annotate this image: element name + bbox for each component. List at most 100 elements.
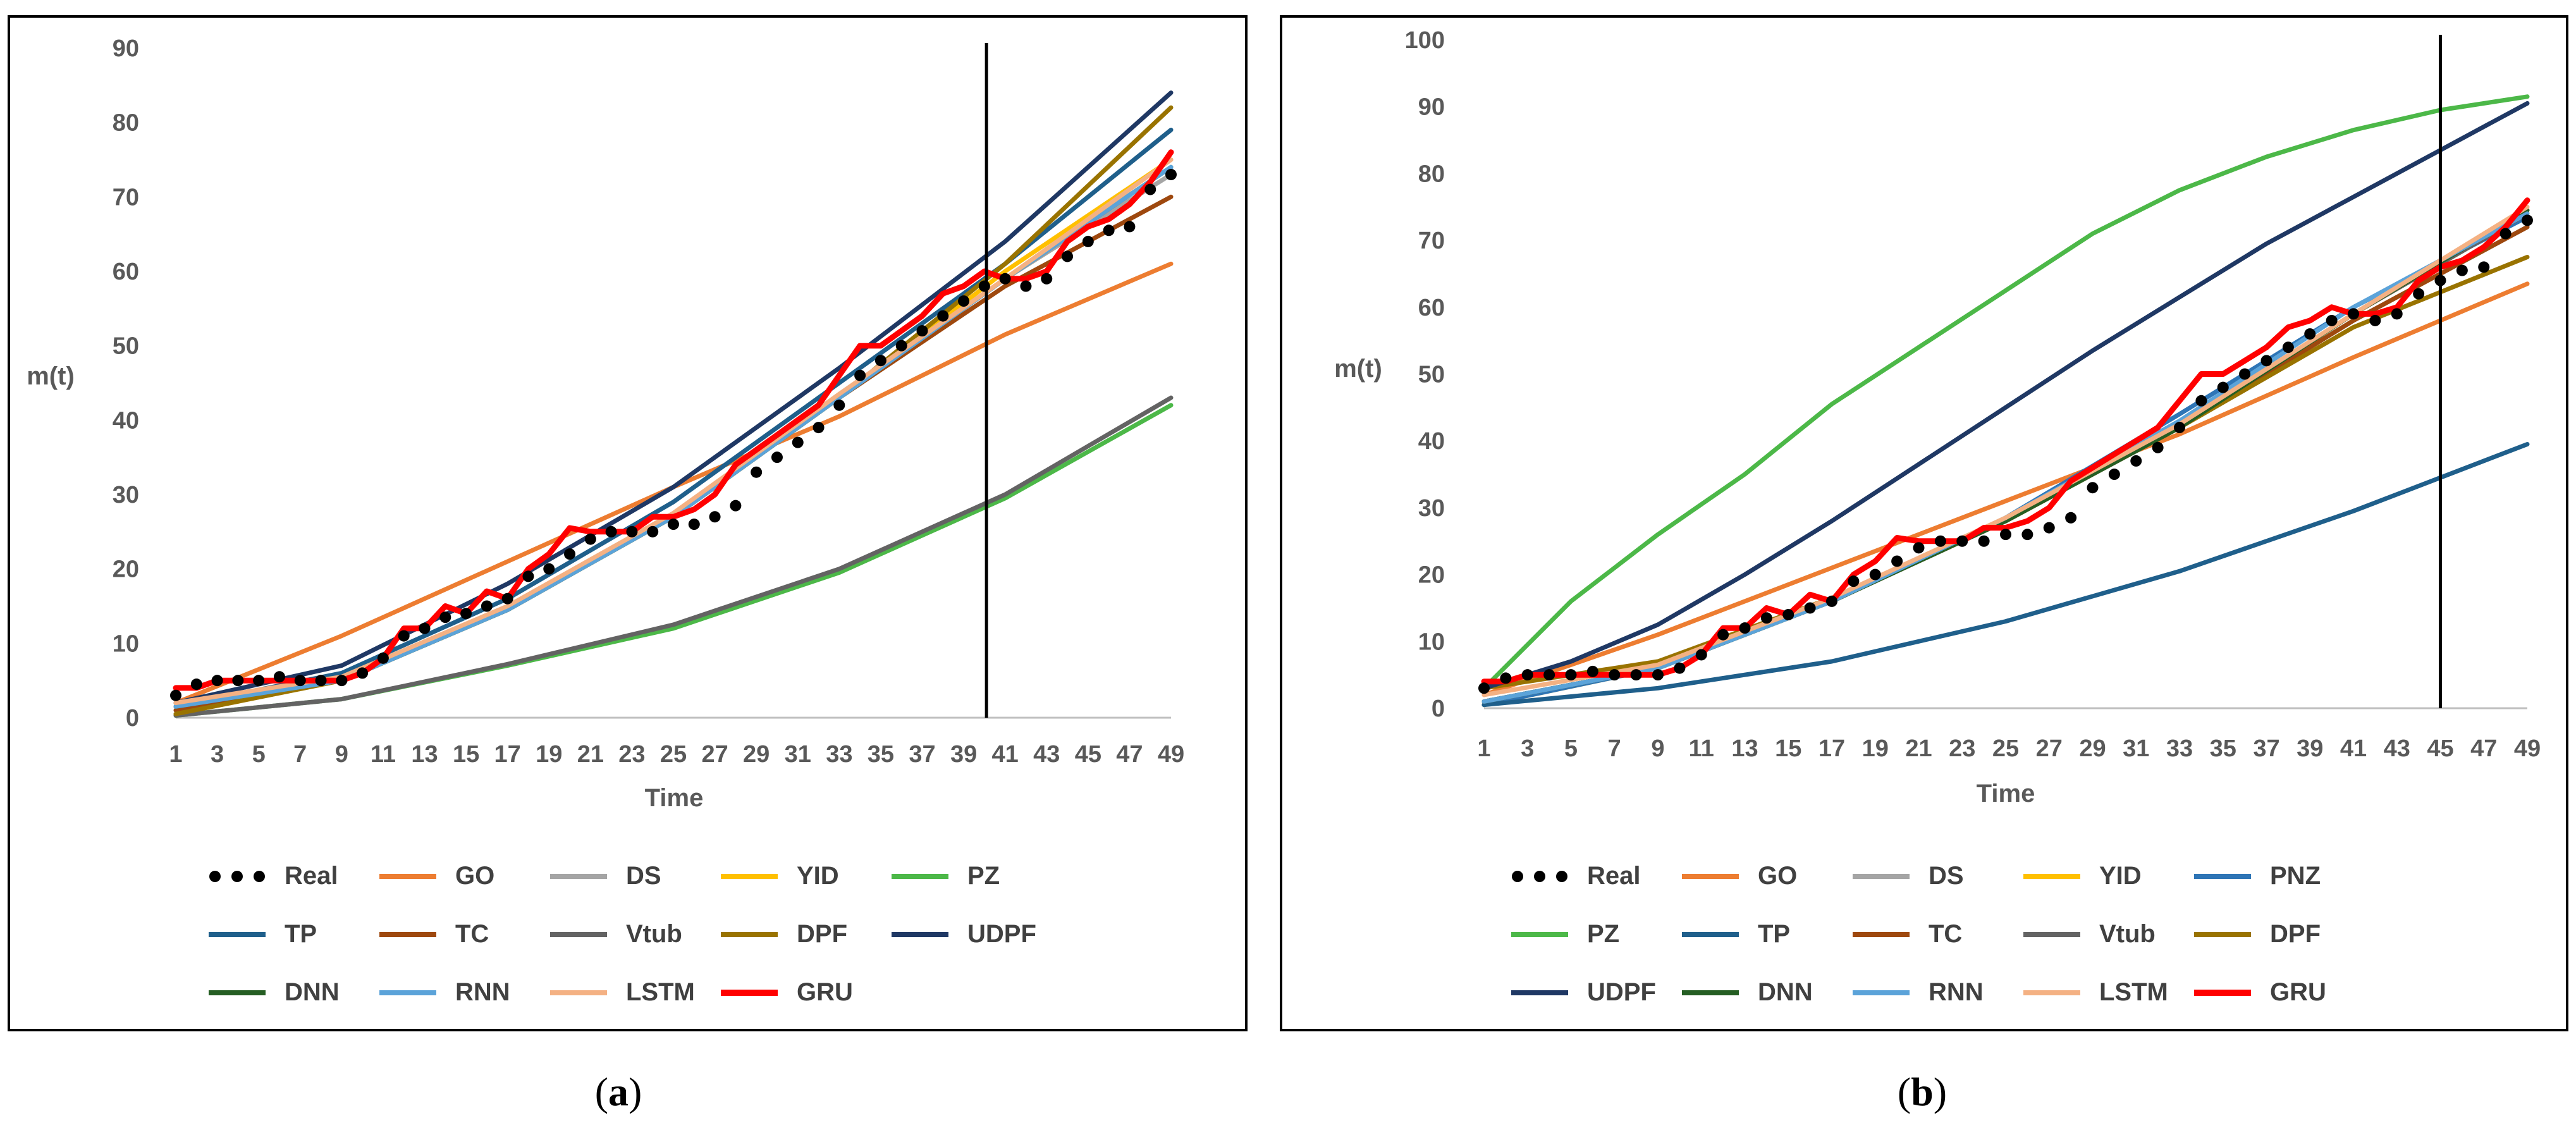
real-data-point-a — [1144, 183, 1156, 195]
legend-label-dpf-a: DPF — [797, 920, 847, 948]
y-axis-title-a: m(t) — [27, 362, 75, 390]
y-tick-label-b: 80 — [1418, 161, 1445, 187]
y-tick-label-b: 10 — [1418, 629, 1445, 655]
real-data-point-a — [439, 611, 451, 623]
real-data-point-a — [874, 355, 886, 367]
real-data-point-b — [2522, 214, 2533, 226]
legend-label-vtub-a: Vtub — [626, 920, 682, 948]
real-data-point-b — [2217, 381, 2229, 393]
x-tick-label-b: 35 — [2210, 735, 2236, 762]
real-data-point-b — [1978, 535, 1990, 547]
real-data-point-a — [916, 325, 928, 337]
real-data-point-a — [895, 340, 907, 352]
caption-b-open: ( — [1898, 1069, 1911, 1114]
real-data-point-a — [377, 652, 389, 664]
real-data-point-a — [170, 689, 181, 701]
real-data-point-a — [398, 630, 410, 642]
real-data-point-b — [2043, 522, 2055, 534]
real-data-point-b — [1782, 609, 1794, 621]
legend-marker-real-a — [231, 871, 243, 882]
real-data-point-a — [647, 525, 659, 537]
legend-label-dnn-a: DNN — [285, 978, 340, 1006]
x-tick-label-b: 31 — [2123, 735, 2149, 762]
real-data-point-a — [419, 622, 431, 634]
x-tick-label-a: 31 — [785, 741, 811, 768]
legend-label-gru-a: GRU — [797, 978, 853, 1006]
real-data-point-a — [501, 593, 513, 605]
real-data-point-b — [1674, 662, 1686, 674]
legend-label-tc-a: TC — [455, 920, 489, 948]
legend-marker-real-a — [254, 871, 265, 882]
y-tick-label-a: 50 — [113, 333, 139, 360]
real-data-point-a — [771, 451, 783, 464]
series-line-tp-b — [1481, 442, 2530, 708]
x-tick-label-a: 5 — [252, 741, 266, 768]
x-tick-label-b: 27 — [2036, 735, 2063, 762]
x-tick-label-a: 1 — [169, 741, 182, 768]
x-tick-label-a: 45 — [1075, 741, 1101, 768]
x-tick-label-b: 37 — [2253, 735, 2279, 762]
series-line-pz-b — [1481, 94, 2530, 691]
real-data-point-b — [1804, 602, 1816, 614]
x-tick-label-b: 41 — [2340, 735, 2367, 762]
panel-b-frame — [1280, 15, 2568, 1031]
y-tick-label-a: 30 — [113, 482, 139, 508]
real-data-point-b — [2499, 228, 2512, 240]
real-data-point-b — [1891, 555, 1903, 567]
y-tick-label-a: 80 — [113, 110, 139, 137]
real-data-point-b — [1695, 649, 1707, 661]
real-data-point-a — [522, 570, 534, 582]
y-tick-label-a: 0 — [126, 705, 139, 732]
y-tick-label-a: 60 — [113, 259, 139, 285]
legend-marker-real-b — [1512, 871, 1523, 882]
real-data-point-b — [2478, 261, 2490, 273]
real-data-point-b — [2000, 529, 2011, 541]
x-axis-title-b: Time — [1977, 780, 2035, 808]
real-data-point-b — [1760, 612, 1772, 624]
x-tick-label-a: 49 — [1158, 741, 1184, 768]
caption-a-letter: a — [608, 1069, 629, 1114]
y-tick-label-b: 60 — [1418, 295, 1445, 321]
real-data-point-b — [2282, 341, 2294, 353]
series-line-udpf-b — [1481, 101, 2530, 691]
real-data-point-b — [1609, 669, 1621, 681]
real-data-point-a — [709, 511, 721, 523]
real-data-point-a — [751, 466, 763, 478]
legend-label-real-b: Real — [1587, 862, 1641, 890]
real-data-point-a — [730, 500, 742, 512]
real-data-point-b — [2195, 395, 2207, 407]
real-data-point-b — [1739, 622, 1751, 634]
legend-label-lstm-a: LSTM — [626, 978, 695, 1006]
x-tick-label-a: 25 — [660, 741, 687, 768]
x-axis-title-a: Time — [645, 784, 704, 812]
real-data-point-a — [294, 675, 306, 687]
x-tick-label-b: 49 — [2514, 735, 2541, 762]
x-tick-label-b: 17 — [1819, 735, 1845, 762]
x-tick-label-a: 23 — [618, 741, 645, 768]
real-data-point-b — [1934, 535, 1946, 547]
caption-a-close: ) — [629, 1069, 642, 1114]
y-tick-label-a: 20 — [113, 556, 139, 583]
real-data-point-b — [2065, 512, 2077, 524]
x-tick-label-a: 19 — [536, 741, 562, 768]
x-tick-label-b: 15 — [1775, 735, 1801, 762]
legend-a: Real GO DS YID PZ TP TC Vtub DPF UDPF DNN RNN LSTM GR… — [209, 862, 1036, 1006]
real-data-point-a — [605, 525, 617, 537]
real-data-point-a — [813, 422, 825, 434]
caption-b-letter: b — [1911, 1069, 1934, 1114]
legend-label-yid-b: YID — [2099, 862, 2142, 890]
x-tick-label-b: 3 — [1521, 735, 1534, 762]
real-data-point-b — [1478, 682, 1490, 694]
caption-a-open: ( — [595, 1069, 608, 1114]
legend-label-ds-b: DS — [1929, 862, 1964, 890]
x-tick-label-a: 3 — [211, 741, 224, 768]
real-data-point-b — [2108, 469, 2120, 481]
real-data-point-b — [1913, 542, 1925, 554]
x-tick-label-b: 21 — [1905, 735, 1932, 762]
y-tick-label-b: 40 — [1418, 428, 1445, 455]
legend-label-gru-b: GRU — [2270, 978, 2326, 1006]
series-line-vtub-a — [173, 395, 1174, 718]
